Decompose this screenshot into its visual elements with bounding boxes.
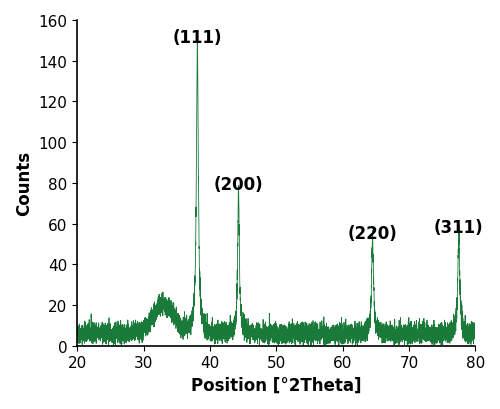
Y-axis label: Counts: Counts	[15, 151, 33, 216]
Text: (311): (311)	[434, 218, 484, 236]
X-axis label: Position [°2Theta]: Position [°2Theta]	[191, 376, 362, 394]
Text: (220): (220)	[348, 225, 398, 242]
Text: (111): (111)	[172, 29, 222, 47]
Text: (200): (200)	[214, 175, 264, 193]
